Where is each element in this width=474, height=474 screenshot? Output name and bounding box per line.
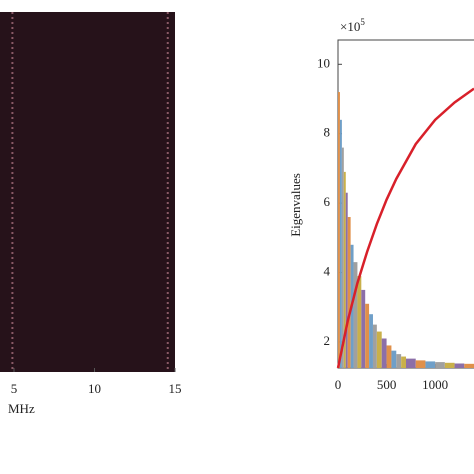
eigenvalue-bar [454,363,465,368]
eigenvalue-bar [372,324,377,368]
y-scale-exponent: 5 [360,17,365,27]
y-axis-label: Eigenvalues [288,173,303,237]
eigenvalue-bar [338,92,340,369]
y-scale-label: ×105 [340,17,365,34]
x-tick-label: 5 [11,381,18,396]
eigenvalue-bar [464,363,474,368]
eigenvalue-bar [396,354,402,368]
x-tick-label: 500 [377,377,397,392]
y-tick-label: 6 [324,194,331,209]
eigenvalue-bar [343,171,346,368]
y-tick-label: 4 [324,264,331,279]
eigenvalue-bar [357,276,362,368]
eigenvalue-bar [386,345,392,368]
eigenvalue-bar [381,338,387,368]
eigenvalue-bar [345,192,348,368]
y-scale-base: ×10 [340,19,360,34]
x-tick-label: 10 [88,381,101,396]
eigenvalue-bar [341,147,344,368]
eigenvalue-bar [347,217,351,368]
eigenvalue-bar [365,303,370,368]
x-tick-label: 0 [335,377,342,392]
eigenvalue-bar [406,358,416,368]
eigenvalue-bar [435,362,445,368]
eigenvalue-bar [353,262,358,368]
y-tick-label: 2 [324,333,331,348]
eigenvalue-bar [369,314,373,368]
eigenvalue-bar [376,331,382,368]
y-tick-label: 8 [324,125,331,140]
eigenvalue-bar [361,289,366,368]
x-tick-label: 15 [169,381,182,396]
eigenvalue-bar [444,362,455,368]
x-axis-label: MHz [8,401,35,416]
eigenvalue-bar [391,350,397,368]
cumulative-line [336,87,474,369]
image-area [0,12,175,372]
y-tick-label: 10 [317,55,330,70]
x-tick-label: 1000 [422,377,448,392]
eigenvalue-bar [415,360,426,368]
eigenvalue-bar [425,361,436,368]
eigenvalue-bar [401,356,406,368]
eigenvalue-bar [339,119,342,368]
